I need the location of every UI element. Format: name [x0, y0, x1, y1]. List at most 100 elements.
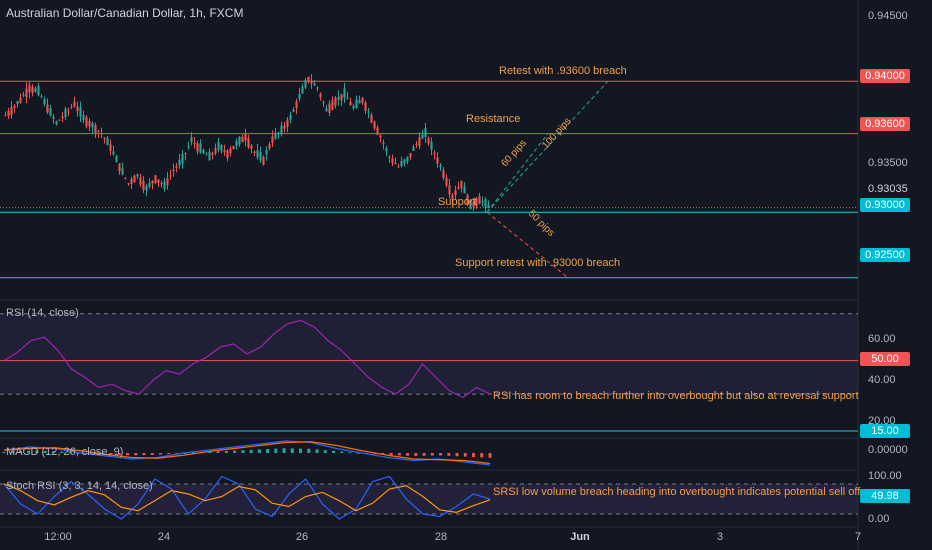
time-label-7: 7	[854, 531, 862, 543]
tag-0-93000: 0.93000	[860, 198, 910, 212]
macd-histogram-bar	[191, 452, 195, 454]
macd-histogram-bar	[109, 453, 113, 455]
candle-body	[289, 115, 292, 120]
candle-body	[163, 181, 166, 189]
rsi-line	[3, 319, 491, 399]
candle-body	[373, 121, 376, 129]
candle-body	[235, 141, 238, 146]
candle-body	[433, 152, 436, 155]
candle-body	[472, 201, 475, 207]
candle-body	[31, 86, 34, 93]
candle-body	[151, 180, 154, 184]
macd-histogram-bar	[340, 451, 344, 453]
stoch-d-line	[3, 483, 491, 513]
candle-body	[82, 114, 85, 120]
rsi-panel-label: RSI (14, close)	[6, 307, 79, 319]
macd-histogram-bar	[348, 452, 352, 454]
candle-body	[97, 130, 100, 132]
candle-body	[169, 175, 172, 177]
macd-histogram-bar	[414, 453, 418, 456]
stoch-tick-0: 0.00	[868, 513, 890, 525]
macd-histogram-bar	[472, 453, 476, 458]
candle-body	[181, 154, 184, 164]
macd-histogram-bar	[68, 452, 72, 454]
candle-body	[337, 96, 340, 100]
candle-body	[238, 136, 241, 145]
macd-histogram-bar	[10, 451, 14, 453]
candle-body	[481, 200, 484, 203]
candle-body	[457, 187, 460, 189]
last-price-label: 0.93035	[868, 183, 908, 195]
candle-body	[388, 156, 391, 158]
candle-body	[367, 111, 370, 113]
macd-histogram-bar	[447, 453, 451, 456]
candle-body	[193, 142, 196, 144]
candle-body	[355, 99, 358, 108]
tag-0-92500: 0.92500	[860, 248, 910, 262]
stoch-panel-label: Stoch RSI (3, 3, 14, 14, close)	[6, 480, 153, 492]
candle-body	[22, 94, 25, 97]
macd-histogram-bar	[381, 453, 385, 455]
candle-body	[232, 145, 235, 150]
macd-histogram-bar	[257, 449, 261, 453]
candle-body	[460, 180, 463, 188]
candle-body	[364, 102, 367, 111]
macd-histogram-bar	[389, 453, 393, 455]
candle-body	[106, 137, 109, 146]
stoch-annotation: SRSI low volume breach heading into over…	[493, 486, 861, 498]
candle-body	[4, 115, 7, 117]
candle-body	[445, 177, 448, 186]
macd-histogram-bar	[299, 448, 303, 453]
candle-body	[148, 182, 151, 187]
candle-body	[112, 151, 115, 155]
macd-histogram-bar	[142, 453, 146, 456]
rsi-band	[0, 313, 858, 395]
macd-histogram-bar	[455, 453, 459, 457]
rsi-tick-40: 40.00	[868, 374, 896, 386]
stoch-tick-100: 100.00	[868, 470, 902, 482]
candle-body	[121, 168, 124, 175]
candle-body	[265, 150, 268, 155]
candle-body	[451, 194, 454, 200]
candle-body	[271, 136, 274, 143]
candle-body	[361, 97, 364, 103]
candle-body	[298, 93, 301, 99]
candle-body	[412, 146, 415, 151]
macd-histogram-bar	[356, 452, 360, 454]
candle-body	[130, 178, 133, 184]
candle-body	[478, 196, 481, 204]
candle-body	[487, 205, 490, 209]
candle-body	[322, 101, 325, 104]
candle-body	[334, 97, 337, 106]
projection-60-pips	[486, 133, 549, 213]
candle-body	[346, 97, 349, 100]
macd-signal-line	[3, 441, 491, 465]
candle-body	[466, 194, 469, 204]
candle-body	[430, 141, 433, 150]
macd-histogram-bar	[51, 451, 55, 453]
support-retest-annotation: Support retest with .93000 breach	[455, 257, 621, 269]
support-annotation: Support	[438, 196, 477, 208]
candle-body	[370, 114, 373, 123]
candle-body	[319, 93, 322, 98]
candle-body	[166, 178, 169, 186]
candle-body	[208, 151, 211, 161]
macd-histogram-bar	[208, 451, 212, 453]
macd-histogram-bar	[159, 453, 163, 455]
candle-body	[328, 103, 331, 113]
candle-body	[310, 80, 313, 84]
macd-histogram-bar	[331, 450, 335, 453]
candle-body	[349, 101, 352, 106]
rsi-annotation: RSI has room to breach further into over…	[493, 390, 859, 402]
candle-body	[10, 107, 13, 116]
candle-body	[376, 127, 379, 135]
candle-body	[64, 108, 67, 118]
candle-body	[61, 116, 64, 119]
tag-0-93600: 0.93600	[860, 117, 910, 131]
candle-body	[268, 144, 271, 149]
macd-histogram-bar	[216, 451, 220, 453]
candle-body	[220, 145, 223, 152]
candle-body	[484, 199, 487, 208]
candle-body	[145, 185, 148, 191]
